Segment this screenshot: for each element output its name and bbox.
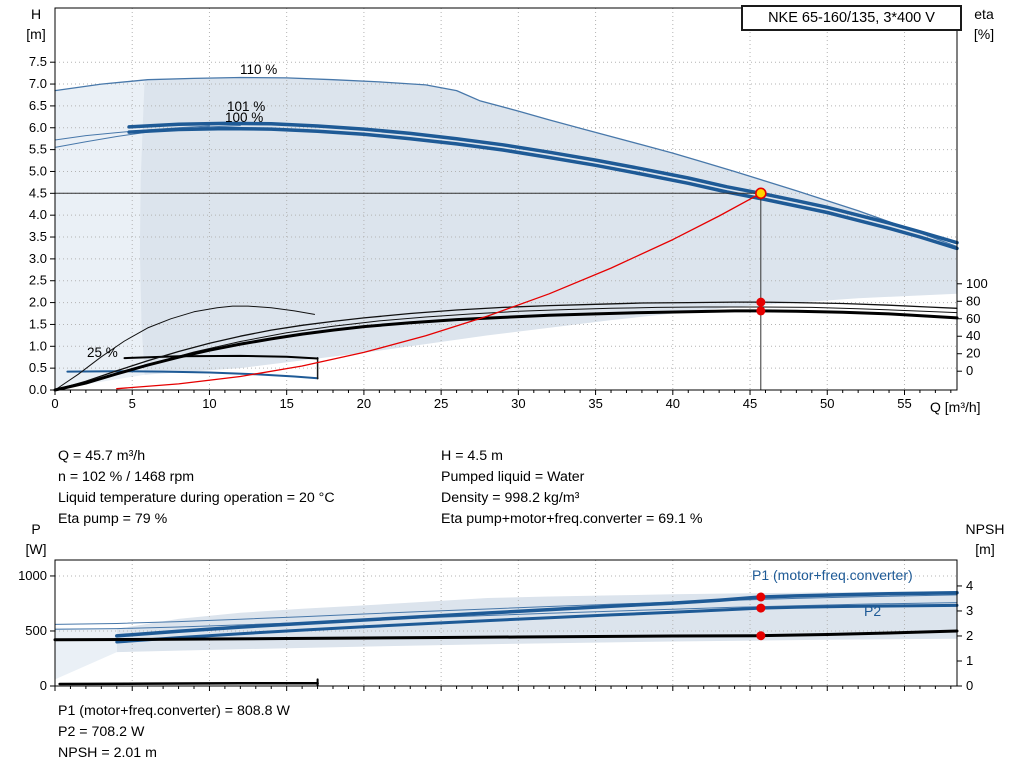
duty-speed: n = 102 % / 1468 rpm <box>58 469 195 485</box>
svg-text:500: 500 <box>25 623 47 638</box>
svg-text:0: 0 <box>966 678 973 693</box>
svg-text:45: 45 <box>743 396 757 411</box>
footer-p2: P2 = 708.2 W <box>58 724 145 740</box>
svg-text:3: 3 <box>966 603 973 618</box>
p-axis-label-symbol: P <box>31 521 41 537</box>
svg-text:60: 60 <box>966 311 980 326</box>
footer-values: P1 (motor+freq.converter) = 808.8 W P2 =… <box>58 701 290 764</box>
svg-text:5.5: 5.5 <box>29 142 47 157</box>
npsh-axis-label-unit: [m] <box>975 541 995 557</box>
duty-eta-total: Eta pump+motor+freq.converter = 69.1 % <box>441 511 703 527</box>
svg-text:6.0: 6.0 <box>29 120 47 135</box>
label-100pct: 100 % <box>225 110 264 125</box>
svg-text:5.0: 5.0 <box>29 163 47 178</box>
svg-text:1: 1 <box>966 653 973 668</box>
label-p1-curve: P1 (motor+freq.converter) <box>752 567 913 583</box>
npsh-axis-label-symbol: NPSH <box>965 521 1005 537</box>
svg-text:4.5: 4.5 <box>29 185 47 200</box>
duty-info-left: Q = 45.7 m³/h n = 102 % / 1468 rpm Liqui… <box>58 446 335 530</box>
label-110pct: 110 % <box>240 62 278 77</box>
h-axis-label-symbol: H <box>30 6 42 22</box>
label-101pct: 101 % <box>227 99 266 114</box>
svg-text:25: 25 <box>434 396 448 411</box>
svg-text:0.5: 0.5 <box>29 360 47 375</box>
svg-text:100: 100 <box>966 276 988 291</box>
duty-eta-pump: Eta pump = 79 % <box>58 511 168 527</box>
svg-text:80: 80 <box>966 293 980 308</box>
duty-q: Q = 45.7 m³/h <box>58 448 146 464</box>
svg-text:40: 40 <box>666 396 680 411</box>
pump-title: NKE 65-160/135, 3*400 V <box>768 10 935 26</box>
duty-density: Density = 998.2 kg/m³ <box>441 490 580 506</box>
svg-text:50: 50 <box>820 396 834 411</box>
eta-axis-label: eta [%] <box>960 4 1008 44</box>
h-axis-label-unit: [m] <box>26 26 46 42</box>
svg-text:3.0: 3.0 <box>29 251 47 266</box>
p-axis-label: P [W] <box>14 519 58 559</box>
footer-npsh: NPSH = 2.01 m <box>58 745 157 761</box>
svg-text:2: 2 <box>966 628 973 643</box>
svg-text:30: 30 <box>511 396 525 411</box>
svg-text:20: 20 <box>357 396 371 411</box>
label-p2-curve: P2 <box>864 603 882 619</box>
svg-text:7.0: 7.0 <box>29 76 47 91</box>
svg-text:0: 0 <box>40 678 47 693</box>
svg-text:0: 0 <box>966 363 973 378</box>
svg-text:4: 4 <box>966 578 973 593</box>
eta-axis-label-unit: [%] <box>973 26 995 42</box>
svg-text:2.5: 2.5 <box>29 273 47 288</box>
svg-text:40: 40 <box>966 328 980 343</box>
duty-info-right: H = 4.5 m Pumped liquid = Water Density … <box>441 446 702 530</box>
svg-text:6.5: 6.5 <box>29 98 47 113</box>
svg-text:0.0: 0.0 <box>29 382 47 397</box>
p-axis-label-unit: [W] <box>25 541 47 557</box>
svg-text:35: 35 <box>588 396 602 411</box>
svg-text:1.0: 1.0 <box>29 338 47 353</box>
svg-text:1.5: 1.5 <box>29 316 47 331</box>
pump-title-box: NKE 65-160/135, 3*400 V <box>741 5 962 31</box>
svg-text:5: 5 <box>129 396 136 411</box>
npsh-axis-label: NPSH [m] <box>953 519 1017 559</box>
svg-text:20: 20 <box>966 346 980 361</box>
eta-axis-label-symbol: eta <box>974 6 994 22</box>
svg-text:15: 15 <box>279 396 293 411</box>
svg-text:4.0: 4.0 <box>29 207 47 222</box>
h-axis-label: H [m] <box>14 4 58 44</box>
svg-text:3.5: 3.5 <box>29 229 47 244</box>
svg-text:0: 0 <box>51 396 58 411</box>
duty-pumped-liquid: Pumped liquid = Water <box>441 469 585 485</box>
svg-text:1000: 1000 <box>18 568 47 583</box>
duty-liquid-temp: Liquid temperature during operation = 20… <box>58 490 335 506</box>
label-25pct: 25 % <box>87 345 118 360</box>
svg-text:55: 55 <box>897 396 911 411</box>
svg-text:7.5: 7.5 <box>29 54 47 69</box>
q-axis-label: Q [m³/h] <box>930 399 981 415</box>
duty-h: H = 4.5 m <box>441 448 503 464</box>
svg-text:10: 10 <box>202 396 216 411</box>
svg-text:2.0: 2.0 <box>29 295 47 310</box>
footer-p1: P1 (motor+freq.converter) = 808.8 W <box>58 703 290 719</box>
